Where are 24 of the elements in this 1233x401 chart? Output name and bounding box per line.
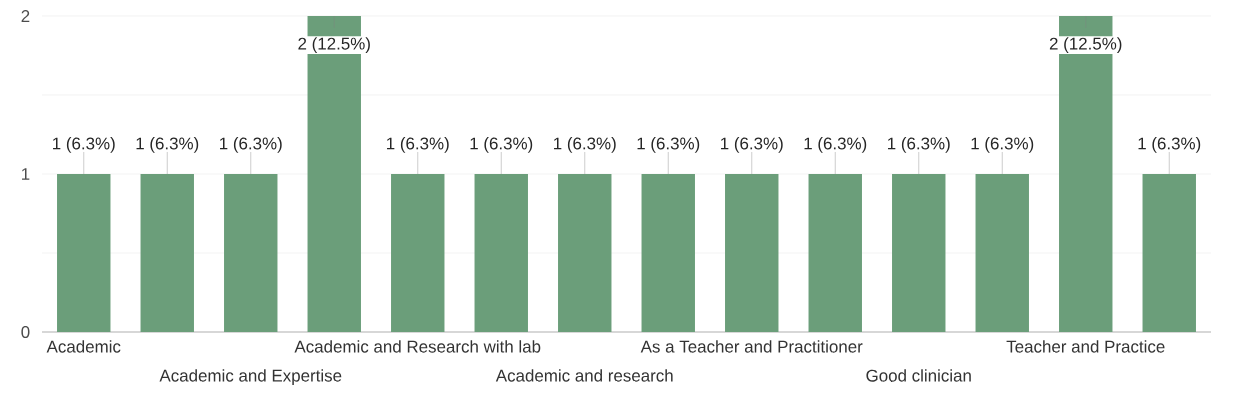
- data-label: 1 (6.3%): [721, 137, 783, 153]
- data-label: 1 (6.3%): [220, 137, 282, 153]
- data-label: 1 (6.3%): [888, 137, 950, 153]
- data-label: 1 (6.3%): [387, 137, 449, 153]
- x-tick-label: Academic and Research with lab: [294, 340, 541, 353]
- x-tick-label: Teacher and Practice: [1006, 340, 1165, 353]
- data-label: 1 (6.3%): [1138, 137, 1201, 153]
- data-label: 1 (6.3%): [971, 137, 1034, 153]
- data-label: 2 (12.5%): [1049, 37, 1122, 53]
- y-tick-label: 1: [22, 168, 30, 180]
- data-label: 1 (6.3%): [554, 137, 616, 153]
- data-label: 2 (12.5%): [298, 37, 370, 53]
- data-label: 1 (6.3%): [637, 137, 700, 153]
- data-label: 1 (6.3%): [804, 137, 867, 153]
- y-tick-label: 2: [21, 10, 30, 22]
- data-label: 1 (6.3%): [136, 137, 199, 153]
- x-tick-label: As a Teacher and Practitioner: [640, 340, 863, 353]
- x-tick-label: Academic: [46, 340, 121, 353]
- x-tick-label: Academic and research: [495, 369, 673, 382]
- data-label: 1 (6.3%): [53, 137, 115, 153]
- x-tick-label: Academic and Expertise: [159, 369, 342, 385]
- x-tick-label: Good clinician: [866, 369, 971, 382]
- data-label: 1 (6.3%): [470, 137, 533, 153]
- y-tick-label: 0: [21, 326, 30, 338]
